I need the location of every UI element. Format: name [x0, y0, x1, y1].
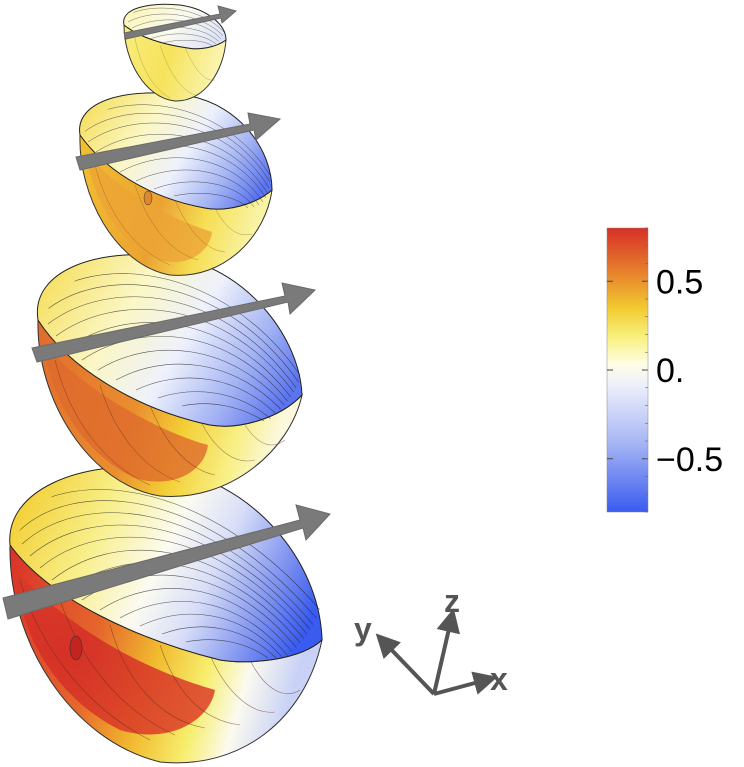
axis-triad: x y z — [354, 583, 508, 697]
axis-y-label: y — [354, 611, 372, 647]
colorbar-tick-label: 0. — [656, 352, 684, 390]
hemisphere-2-inner-section — [44, 345, 208, 482]
colorbar-ticks: 0.5 0. −0.5 — [607, 227, 723, 513]
arrow-1 — [2, 504, 331, 620]
axis-x-arrow — [433, 671, 498, 696]
hemisphere-2-cap — [36, 254, 303, 427]
colorbar-gradient — [606, 227, 649, 513]
arrow-2 — [31, 282, 317, 363]
arrow-3 — [75, 112, 282, 171]
hemisphere-1 — [9, 466, 323, 764]
colorbar-tick-label: 0.5 — [656, 263, 703, 301]
hemisphere-1-inner-section — [15, 570, 215, 735]
axis-y-arrow — [375, 633, 436, 696]
colorbar: 0.5 0. −0.5 — [606, 227, 723, 513]
arrow-4 — [123, 5, 238, 40]
axis-z-arrow — [432, 608, 461, 695]
hemisphere-3-inner-section — [86, 152, 212, 262]
axis-z-label: z — [444, 583, 460, 619]
colorbar-tick-label: −0.5 — [656, 441, 723, 479]
hemisphere-2 — [36, 254, 303, 497]
hemisphere-3 — [79, 92, 273, 276]
axis-x-label: x — [490, 661, 508, 697]
hemisphere-3-cap — [79, 92, 273, 210]
